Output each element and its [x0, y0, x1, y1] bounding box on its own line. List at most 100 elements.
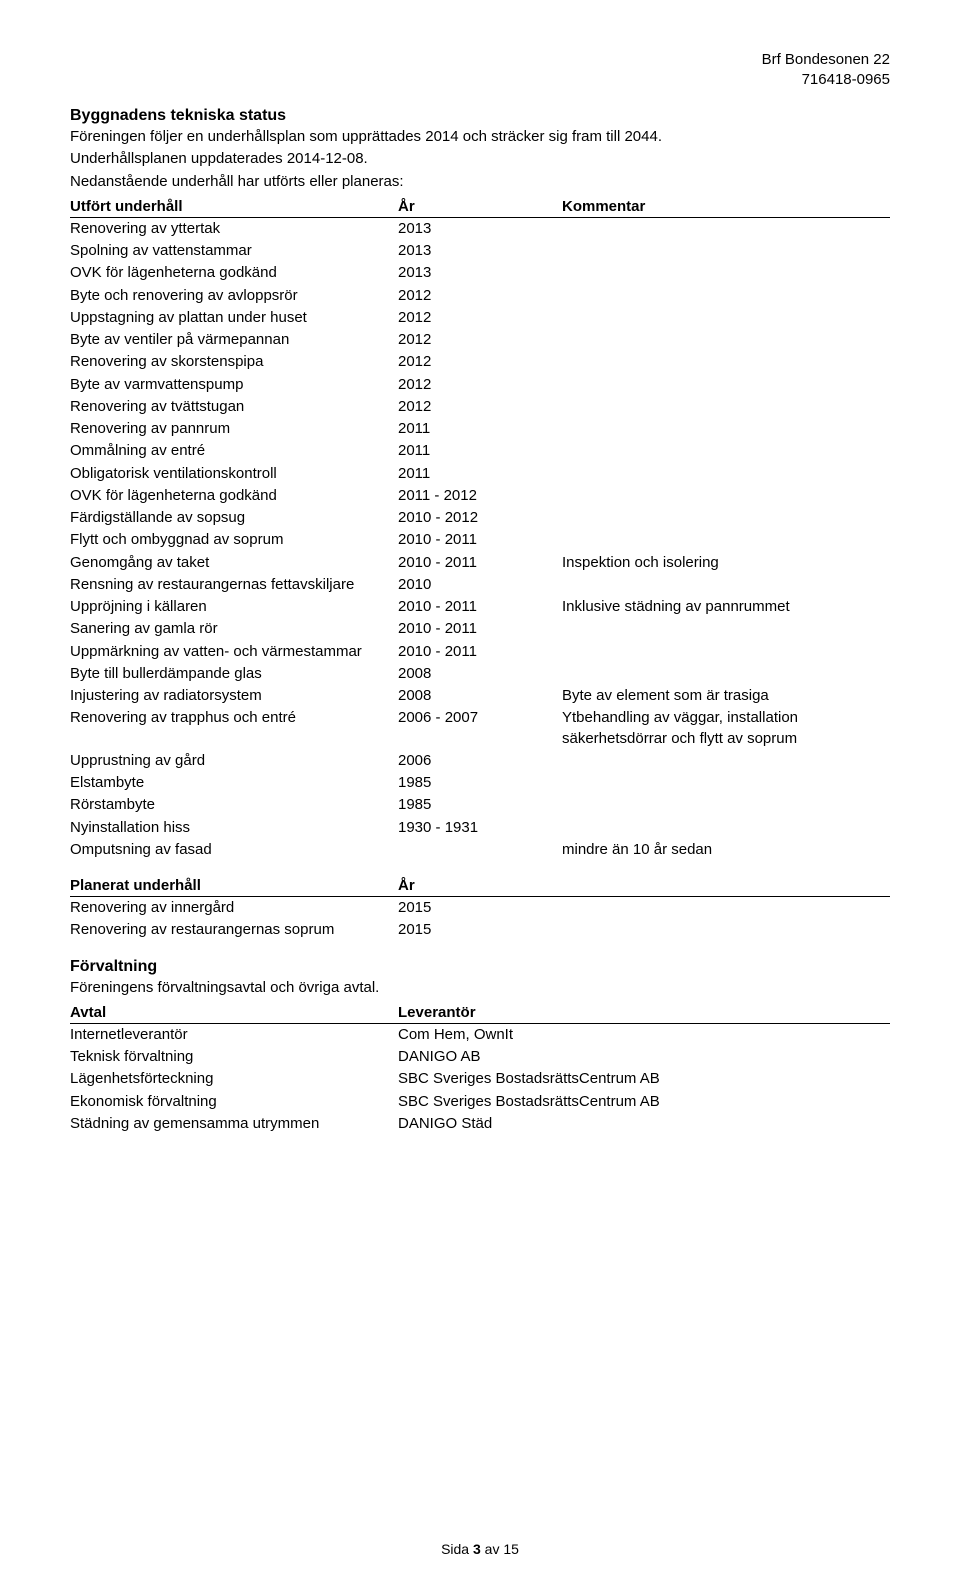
cell-year: 2011 — [398, 463, 562, 485]
footer-page: 3 — [473, 1541, 481, 1557]
cell-comment — [562, 641, 890, 663]
cell-item: Renovering av yttertak — [70, 217, 398, 240]
org-name: Brf Bondesonen 22 — [70, 50, 890, 70]
page-footer: Sida 3 av 15 — [0, 1541, 960, 1557]
table-row: Ommålning av entré2011 — [70, 440, 890, 462]
cell-leverantor: Com Hem, OwnIt — [398, 1023, 890, 1046]
cell-year: 2012 — [398, 307, 562, 329]
table-header-row: Planerat underhåll År — [70, 875, 890, 897]
table-row: Renovering av restaurangernas soprum2015 — [70, 919, 890, 941]
cell-avtal: Ekonomisk förvaltning — [70, 1091, 398, 1113]
cell-year: 2012 — [398, 396, 562, 418]
cell-year: 2012 — [398, 351, 562, 373]
cell-leverantor: DANIGO Städ — [398, 1113, 890, 1135]
cell-item: Sanering av gamla rör — [70, 618, 398, 640]
maintenance-planned-table: Planerat underhåll År Renovering av inne… — [70, 875, 890, 942]
table-row: LägenhetsförteckningSBC Sveriges Bostads… — [70, 1068, 890, 1090]
cell-year: 2011 - 2012 — [398, 485, 562, 507]
cell-item: Obligatorisk ventilationskontroll — [70, 463, 398, 485]
table-row: Rörstambyte1985 — [70, 794, 890, 816]
cell-year: 2010 — [398, 574, 562, 596]
col-header-avtal: Avtal — [70, 1002, 398, 1024]
cell-year: 2013 — [398, 240, 562, 262]
cell-leverantor: SBC Sveriges BostadsrättsCentrum AB — [398, 1091, 890, 1113]
cell-item: OVK för lägenheterna godkänd — [70, 262, 398, 284]
table-row: Obligatorisk ventilationskontroll2011 — [70, 463, 890, 485]
cell-comment — [562, 396, 890, 418]
cell-item: Upprustning av gård — [70, 750, 398, 772]
table-row: OVK för lägenheterna godkänd2011 - 2012 — [70, 485, 890, 507]
cell-item: Renovering av trapphus och entré — [70, 707, 398, 750]
table-row: Byte och renovering av avloppsrör2012 — [70, 285, 890, 307]
table-row: Renovering av tvättstugan2012 — [70, 396, 890, 418]
col-header-comment: Kommentar — [562, 196, 890, 218]
col-header-leverantor: Leverantör — [398, 1002, 890, 1024]
cell-comment — [562, 772, 890, 794]
cell-comment: Ytbehandling av väggar, installation säk… — [562, 707, 890, 750]
table-row: Omputsning av fasadmindre än 10 år sedan — [70, 839, 890, 861]
maintenance-done-table: Utfört underhåll År Kommentar Renovering… — [70, 196, 890, 861]
cell-comment — [562, 574, 890, 596]
cell-comment — [562, 440, 890, 462]
cell-year: 2012 — [398, 285, 562, 307]
table-row: Renovering av yttertak2013 — [70, 217, 890, 240]
cell-comment — [562, 418, 890, 440]
cell-avtal: Städning av gemensamma utrymmen — [70, 1113, 398, 1135]
section-title-management: Förvaltning — [70, 958, 890, 976]
cell-item: Renovering av pannrum — [70, 418, 398, 440]
footer-total: 15 — [503, 1541, 519, 1557]
table-row: Renovering av skorstenspipa2012 — [70, 351, 890, 373]
cell-item: Renovering av tvättstugan — [70, 396, 398, 418]
table-row: Byte till bullerdämpande glas2008 — [70, 663, 890, 685]
cell-year: 2010 - 2011 — [398, 618, 562, 640]
cell-item: Uppstagning av plattan under huset — [70, 307, 398, 329]
cell-item: Flytt och ombyggnad av soprum — [70, 529, 398, 551]
cell-comment — [562, 240, 890, 262]
cell-year: 2010 - 2012 — [398, 507, 562, 529]
cell-comment — [562, 463, 890, 485]
cell-comment — [562, 750, 890, 772]
cell-item: Renovering av skorstenspipa — [70, 351, 398, 373]
cell-comment — [562, 285, 890, 307]
table-row: Genomgång av taket2010 - 2011Inspektion … — [70, 552, 890, 574]
status-p2: Underhållsplanen uppdaterades 2014-12-08… — [70, 149, 890, 169]
cell-comment: Inklusive städning av pannrummet — [562, 596, 890, 618]
cell-item: Uppmärkning av vatten- och värmestammar — [70, 641, 398, 663]
cell-year: 1985 — [398, 772, 562, 794]
col-header-item: Utfört underhåll — [70, 196, 398, 218]
cell-comment — [562, 618, 890, 640]
status-p3: Nedanstående underhåll har utförts eller… — [70, 172, 890, 192]
table-row: Sanering av gamla rör2010 - 2011 — [70, 618, 890, 640]
cell-year: 1930 - 1931 — [398, 817, 562, 839]
cell-item: Rörstambyte — [70, 794, 398, 816]
cell-year — [398, 839, 562, 861]
cell-comment: Byte av element som är trasiga — [562, 685, 890, 707]
cell-item: Byte till bullerdämpande glas — [70, 663, 398, 685]
cell-year: 2015 — [398, 919, 562, 941]
cell-year: 2006 — [398, 750, 562, 772]
cell-year: 2011 — [398, 418, 562, 440]
cell-leverantor: DANIGO AB — [398, 1046, 890, 1068]
cell-item: Färdigställande av sopsug — [70, 507, 398, 529]
cell-year: 1985 — [398, 794, 562, 816]
col-header-item: Planerat underhåll — [70, 875, 398, 897]
cell-blank — [562, 897, 890, 920]
table-row: InternetleverantörCom Hem, OwnIt — [70, 1023, 890, 1046]
table-row: Rensning av restaurangernas fettavskilja… — [70, 574, 890, 596]
cell-year: 2012 — [398, 329, 562, 351]
table-row: Renovering av trapphus och entré2006 - 2… — [70, 707, 890, 750]
cell-comment — [562, 351, 890, 373]
cell-item: Rensning av restaurangernas fettavskilja… — [70, 574, 398, 596]
page: Brf Bondesonen 22 716418-0965 Byggnadens… — [0, 0, 960, 1587]
cell-year: 2011 — [398, 440, 562, 462]
table-row: OVK för lägenheterna godkänd2013 — [70, 262, 890, 284]
cell-item: Omputsning av fasad — [70, 839, 398, 861]
section-title-status: Byggnadens tekniska status — [70, 107, 890, 125]
cell-comment — [562, 217, 890, 240]
cell-item: Byte av ventiler på värmepannan — [70, 329, 398, 351]
col-header-year: År — [398, 875, 562, 897]
table-row: Elstambyte1985 — [70, 772, 890, 794]
table-header-row: Avtal Leverantör — [70, 1002, 890, 1024]
cell-avtal: Internetleverantör — [70, 1023, 398, 1046]
cell-leverantor: SBC Sveriges BostadsrättsCentrum AB — [398, 1068, 890, 1090]
